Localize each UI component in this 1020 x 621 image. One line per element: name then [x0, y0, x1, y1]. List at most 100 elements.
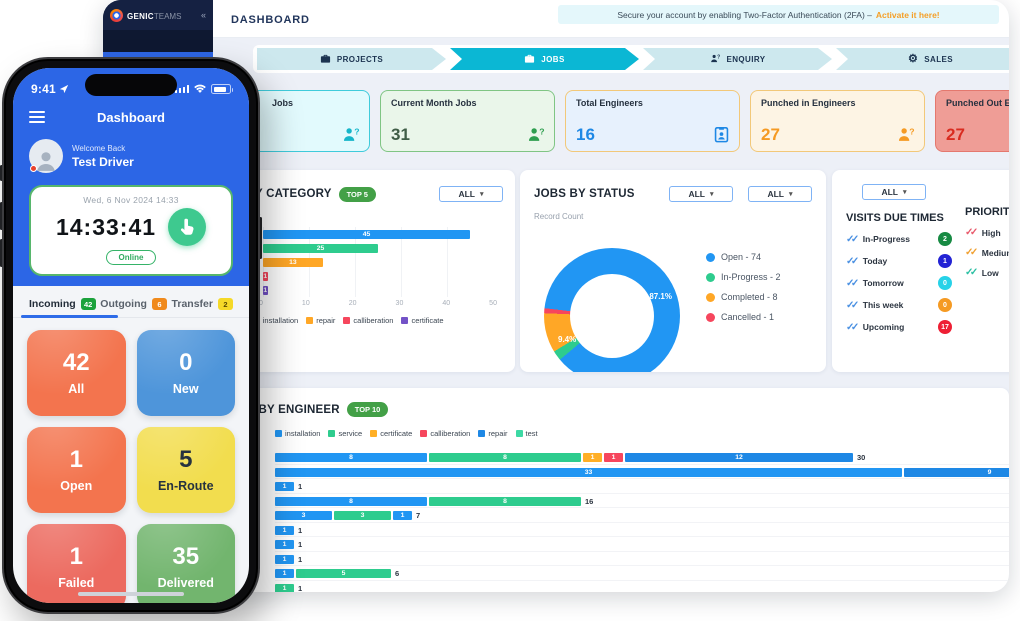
bar-installation: 25: [263, 243, 378, 253]
bar-total: 16: [585, 496, 594, 506]
avatar[interactable]: [29, 139, 63, 173]
bar-segment: 33: [275, 467, 902, 477]
clock-time: 14:33:41: [55, 213, 157, 240]
donut-percent-open: 87.1%: [649, 292, 672, 301]
stat-card-3[interactable]: Total Engineers 16: [565, 90, 740, 152]
bar-segment: 1: [583, 453, 602, 463]
stat-card-4[interactable]: Punched in Engineers 27?: [750, 90, 925, 152]
process-nav-item-sales[interactable]: ⚙ SALES: [836, 48, 1009, 70]
home-indicator[interactable]: [78, 592, 184, 596]
tab-transfer[interactable]: Transfer 2: [172, 298, 233, 317]
priority-panel-title: PRIORITY: [965, 206, 1009, 218]
tile-new[interactable]: 0 New: [136, 330, 235, 416]
stat-card-2[interactable]: Current Month Jobs 31?: [380, 90, 555, 152]
tile-en-route[interactable]: 5 En-Route: [136, 427, 235, 513]
stat-card-value: 27: [761, 125, 780, 144]
phone-volume-up-button: [0, 202, 3, 230]
legend-item-certificate: certificate: [401, 316, 444, 325]
visits-item-this-week[interactable]: ✓✓ This week 0: [846, 298, 952, 312]
sidebar-collapse-icon[interactable]: «: [200, 10, 206, 20]
bar-total: 1: [298, 540, 303, 550]
bar-segment: 9: [904, 467, 1009, 477]
tile-all[interactable]: 42 All: [27, 330, 126, 416]
tile-failed[interactable]: 1 Failed: [27, 524, 126, 603]
bar-segment: 1: [275, 482, 294, 492]
category-filter-dropdown[interactable]: ALL ▾: [439, 186, 503, 202]
status-filter-dropdown-1[interactable]: ALL ▾: [669, 186, 733, 202]
bar-total: 6: [395, 569, 400, 579]
bar-segment: 8: [275, 496, 427, 506]
category-x-axis: 0 10 20 30 40 50: [259, 300, 497, 307]
tab-incoming[interactable]: Incoming 42: [21, 298, 118, 318]
banner-text: Secure your account by enabling Two-Fact…: [617, 9, 872, 20]
count-badge: 17: [938, 320, 952, 334]
page-title: DASHBOARD: [231, 14, 310, 26]
visits-item-upcoming[interactable]: ✓✓ Upcoming 17: [846, 320, 952, 334]
phone-blue-header: 9:41 Dashboard: [13, 68, 249, 286]
id-badge-icon: [712, 125, 731, 144]
stat-card-value: 16: [576, 125, 595, 144]
briefcase-icon: [320, 53, 331, 66]
engineer-bar-row-2: 33 9: [275, 465, 1009, 479]
location-arrow-icon: [59, 84, 69, 94]
bar-segment: 1: [275, 540, 294, 550]
svg-text:?: ?: [539, 127, 544, 137]
tab-outgoing[interactable]: Outgoing 6: [100, 298, 167, 317]
phone-mockup: 9:41 Dashboard: [0, 57, 262, 614]
double-check-icon: ✓✓: [846, 233, 859, 245]
priority-item-low[interactable]: ✓✓ Low: [965, 267, 999, 278]
svg-text:?: ?: [354, 127, 359, 137]
phone-bezel: 9:41 Dashboard: [2, 57, 260, 614]
visits-item-in-progress[interactable]: ✓✓ In-Progress 2: [846, 232, 952, 246]
category-bar-row: 25: [263, 241, 493, 255]
status-filter-dropdown-2[interactable]: ALL ▾: [748, 186, 812, 202]
legend-item-calliberation: calliberation: [420, 429, 470, 438]
priority-item-medium[interactable]: ✓✓Medium: [965, 247, 1009, 258]
bar-segment: 3: [275, 511, 332, 521]
bar-total: 1: [298, 482, 303, 492]
chevron-down-icon: ▾: [903, 189, 907, 196]
phone-tiles-grid: 42 All 0 New 1 Open 5 En-Route 1 Failed 35 Delivere…: [27, 330, 235, 603]
bar-segment: 3: [334, 511, 391, 521]
punch-button[interactable]: [168, 208, 207, 246]
person-question-icon: ?: [710, 53, 721, 66]
visits-item-tomorrow[interactable]: ✓✓ Tomorrow 0: [846, 276, 952, 290]
legend-item-repair: repair: [478, 429, 508, 438]
bar-segment: 8: [275, 453, 427, 463]
tile-label: Failed: [58, 575, 95, 590]
user-name: Test Driver: [72, 154, 134, 169]
engineer-legend: installation service certificate calliberat…: [275, 429, 1009, 438]
tile-label: Open: [60, 478, 93, 493]
hamburger-menu-icon[interactable]: [29, 108, 45, 126]
bar-total: 1: [298, 525, 303, 535]
process-nav-item-projects[interactable]: PROJECTS: [257, 48, 446, 70]
process-nav-item-jobs[interactable]: JOBS: [450, 48, 639, 70]
priority-item-high[interactable]: ✓✓ High: [965, 227, 1001, 238]
legend-item-repair: repair: [306, 316, 335, 325]
x-tick: 30: [395, 300, 404, 307]
signal-icon: [174, 85, 189, 93]
tile-open[interactable]: 1 Open: [27, 427, 126, 513]
x-tick: 50: [489, 300, 497, 307]
person-question-icon: ?: [897, 125, 916, 144]
stat-cards-row: Jobs? Current Month Jobs 31? Total Engineer…: [195, 90, 1009, 152]
bar-segment: 8: [429, 496, 581, 506]
double-check-icon: ✓✓: [846, 255, 859, 267]
tile-delivered[interactable]: 35 Delivered: [136, 524, 235, 603]
activate-2fa-link[interactable]: Activate it here!: [875, 9, 940, 20]
bar-repair: 13: [263, 257, 323, 267]
legend-item-test: test: [515, 429, 538, 438]
tile-value: 0: [179, 348, 193, 376]
phone-nav-bar: Dashboard: [29, 108, 233, 126]
x-tick: 40: [442, 300, 451, 307]
donut-percent-completed: 9.4%: [558, 335, 577, 344]
process-nav-item-enquiry[interactable]: ? ENQUIRY: [643, 48, 832, 70]
visits-filter-dropdown[interactable]: ALL ▾: [862, 184, 926, 200]
phone-status-bar: 9:41: [29, 82, 233, 96]
visits-item-today[interactable]: ✓✓ Today 1: [846, 254, 952, 268]
legend-item-service: service: [328, 429, 362, 438]
punch-clock-card: Wed, 6 Nov 2024 14:33 14:33:41 Online: [29, 185, 233, 276]
